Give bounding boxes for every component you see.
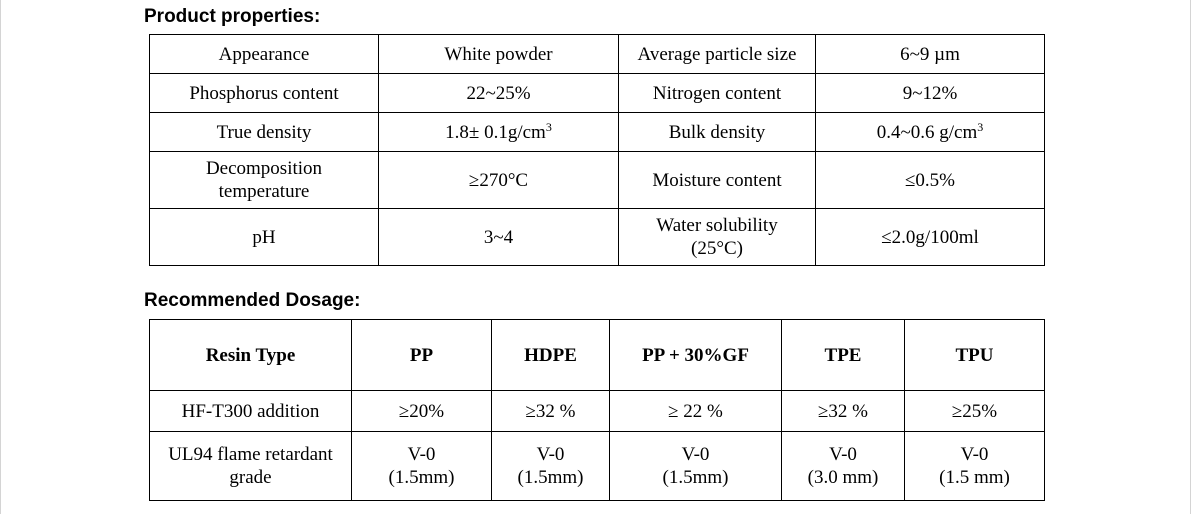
grade: V-0 [681, 444, 710, 465]
page-right-rule [1190, 0, 1191, 514]
table-row: UL94 flame retardant grade V-0 (1.5mm) V-0… [149, 431, 1045, 501]
column-header: TPU [904, 319, 1045, 391]
table-row: Phosphorus content 22~25% Nitrogen conte… [149, 73, 1045, 113]
table-cell: ≥32 % [491, 390, 610, 432]
table-row: HF-T300 addition ≥20% ≥32 % ≥ 22 % ≥32 %… [149, 390, 1045, 432]
property-label: Nitrogen content [618, 73, 816, 113]
property-value: ≥270°C [378, 151, 619, 209]
thickness: (1.5mm) [662, 467, 729, 488]
label-line: Water solubility [656, 215, 778, 236]
product-properties-heading: Product properties: [144, 6, 321, 27]
product-properties-table: Appearance White powder Average particle… [149, 34, 1045, 266]
true-density-value: 1.8± 0.1g/cm [445, 121, 546, 143]
label-line: grade [229, 467, 272, 488]
property-label: Average particle size [618, 34, 816, 74]
column-header: Resin Type [149, 319, 352, 391]
row-label: HF-T300 addition [149, 390, 352, 432]
column-header: PP [351, 319, 492, 391]
label-line: temperature [218, 181, 310, 202]
property-value: ≤2.0g/100ml [815, 208, 1045, 266]
grade: V-0 [829, 444, 857, 465]
thickness: (1.5mm) [517, 467, 584, 488]
superscript: 3 [545, 119, 552, 134]
property-value: 3~4 [378, 208, 619, 266]
property-label: pH [149, 208, 379, 266]
property-label: Phosphorus content [149, 73, 379, 113]
column-header: HDPE [491, 319, 610, 391]
page-left-rule [0, 0, 1, 514]
column-header: PP + 30%GF [609, 319, 782, 391]
label-line: (25°C) [691, 238, 743, 259]
property-label: Moisture content [618, 151, 816, 209]
table-cell: ≥20% [351, 390, 492, 432]
property-label: Decomposition temperature [149, 151, 379, 209]
property-value: 1.8± 0.1g/cm3 [378, 112, 619, 152]
table-row: Decomposition temperature ≥270°C Moisture… [149, 151, 1045, 209]
thickness: (1.5mm) [388, 467, 455, 488]
bulk-density-value: 0.4~0.6 g/cm [876, 121, 978, 143]
recommended-dosage-heading: Recommended Dosage: [144, 290, 361, 311]
label-line: Decomposition [205, 158, 323, 179]
label-line: UL94 flame retardant [168, 444, 333, 465]
property-value: 6~9 µm [815, 34, 1045, 74]
grade: V-0 [536, 444, 565, 465]
table-header-row: Resin Type PP HDPE PP + 30%GF TPE TPU [149, 319, 1045, 391]
table-cell: V-0 (1.5mm) [609, 431, 782, 501]
table-cell: V-0 (1.5 mm) [904, 431, 1045, 501]
property-label: Bulk density [618, 112, 816, 152]
property-label: True density [149, 112, 379, 152]
table-cell: V-0 (1.5mm) [351, 431, 492, 501]
thickness: (1.5 mm) [939, 467, 1010, 488]
table-cell: V-0 (1.5mm) [491, 431, 610, 501]
thickness: (3.0 mm) [807, 467, 879, 488]
row-label: UL94 flame retardant grade [149, 431, 352, 501]
grade: V-0 [960, 444, 989, 465]
recommended-dosage-table: Resin Type PP HDPE PP + 30%GF TPE TPU HF… [149, 319, 1045, 501]
property-value: 9~12% [815, 73, 1045, 113]
property-label: Appearance [149, 34, 379, 74]
table-cell: ≥25% [904, 390, 1045, 432]
grade: V-0 [407, 444, 436, 465]
property-label: Water solubility (25°C) [618, 208, 816, 266]
table-row: True density 1.8± 0.1g/cm3 Bulk density … [149, 112, 1045, 152]
table-cell: ≥32 % [781, 390, 905, 432]
property-value: 22~25% [378, 73, 619, 113]
property-value: ≤0.5% [815, 151, 1045, 209]
superscript: 3 [977, 119, 984, 134]
property-value: White powder [378, 34, 619, 74]
table-cell: V-0 (3.0 mm) [781, 431, 905, 501]
property-value: 0.4~0.6 g/cm3 [815, 112, 1045, 152]
column-header: TPE [781, 319, 905, 391]
table-cell: ≥ 22 % [609, 390, 782, 432]
table-row: Appearance White powder Average particle… [149, 34, 1045, 74]
table-row: pH 3~4 Water solubility (25°C) ≤2.0g/100m… [149, 208, 1045, 266]
